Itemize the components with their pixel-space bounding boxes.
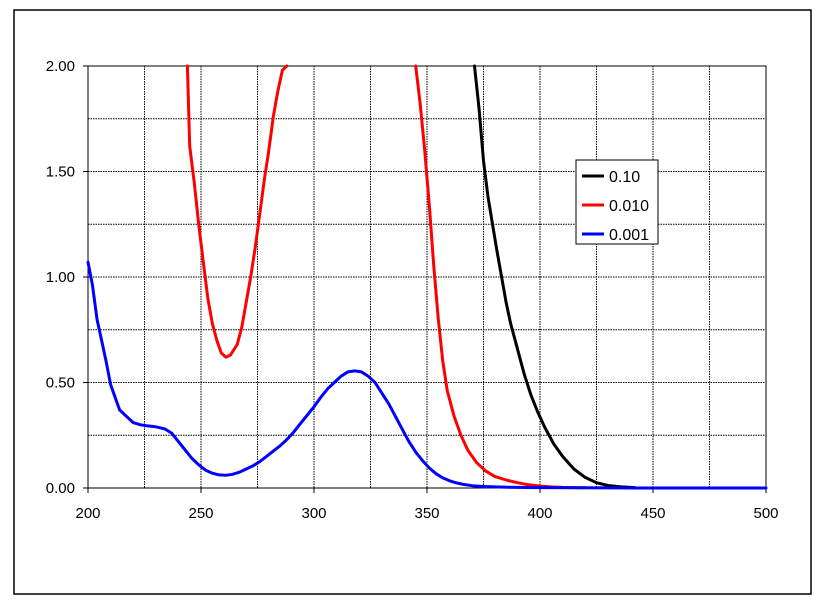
x-tick-label: 400 <box>527 505 552 522</box>
y-tick-label: 1.50 <box>46 164 75 181</box>
y-tick-label: 0.00 <box>46 480 75 497</box>
x-tick-label: 200 <box>75 505 100 522</box>
x-tick-label: 450 <box>640 505 665 522</box>
series-line-0-segment-0 <box>473 64 637 490</box>
y-tick-label: 0.50 <box>46 375 75 392</box>
x-tick-label: 300 <box>301 505 326 522</box>
y-tick-label: 1.00 <box>46 269 75 286</box>
x-tick-label: 500 <box>753 505 778 522</box>
legend-box <box>575 159 659 245</box>
axis-ticks: 200 250 300 350 400 450 500 0.00 0.50 1.00 1.50 2.0… <box>46 58 779 522</box>
legend-label-2: 0.001 <box>609 227 649 244</box>
legend-label-1: 0.010 <box>609 198 649 215</box>
y-tick-label: 2.00 <box>46 58 75 75</box>
series-line-2-segment-0 <box>86 260 768 490</box>
series-lines <box>86 64 768 490</box>
legend: 0.10 0.010 0.001 <box>575 159 659 245</box>
x-tick-label: 250 <box>188 505 213 522</box>
series-line-1-segment-0 <box>185 64 289 359</box>
x-tick-label: 350 <box>414 505 439 522</box>
legend-label-0: 0.10 <box>609 169 640 186</box>
